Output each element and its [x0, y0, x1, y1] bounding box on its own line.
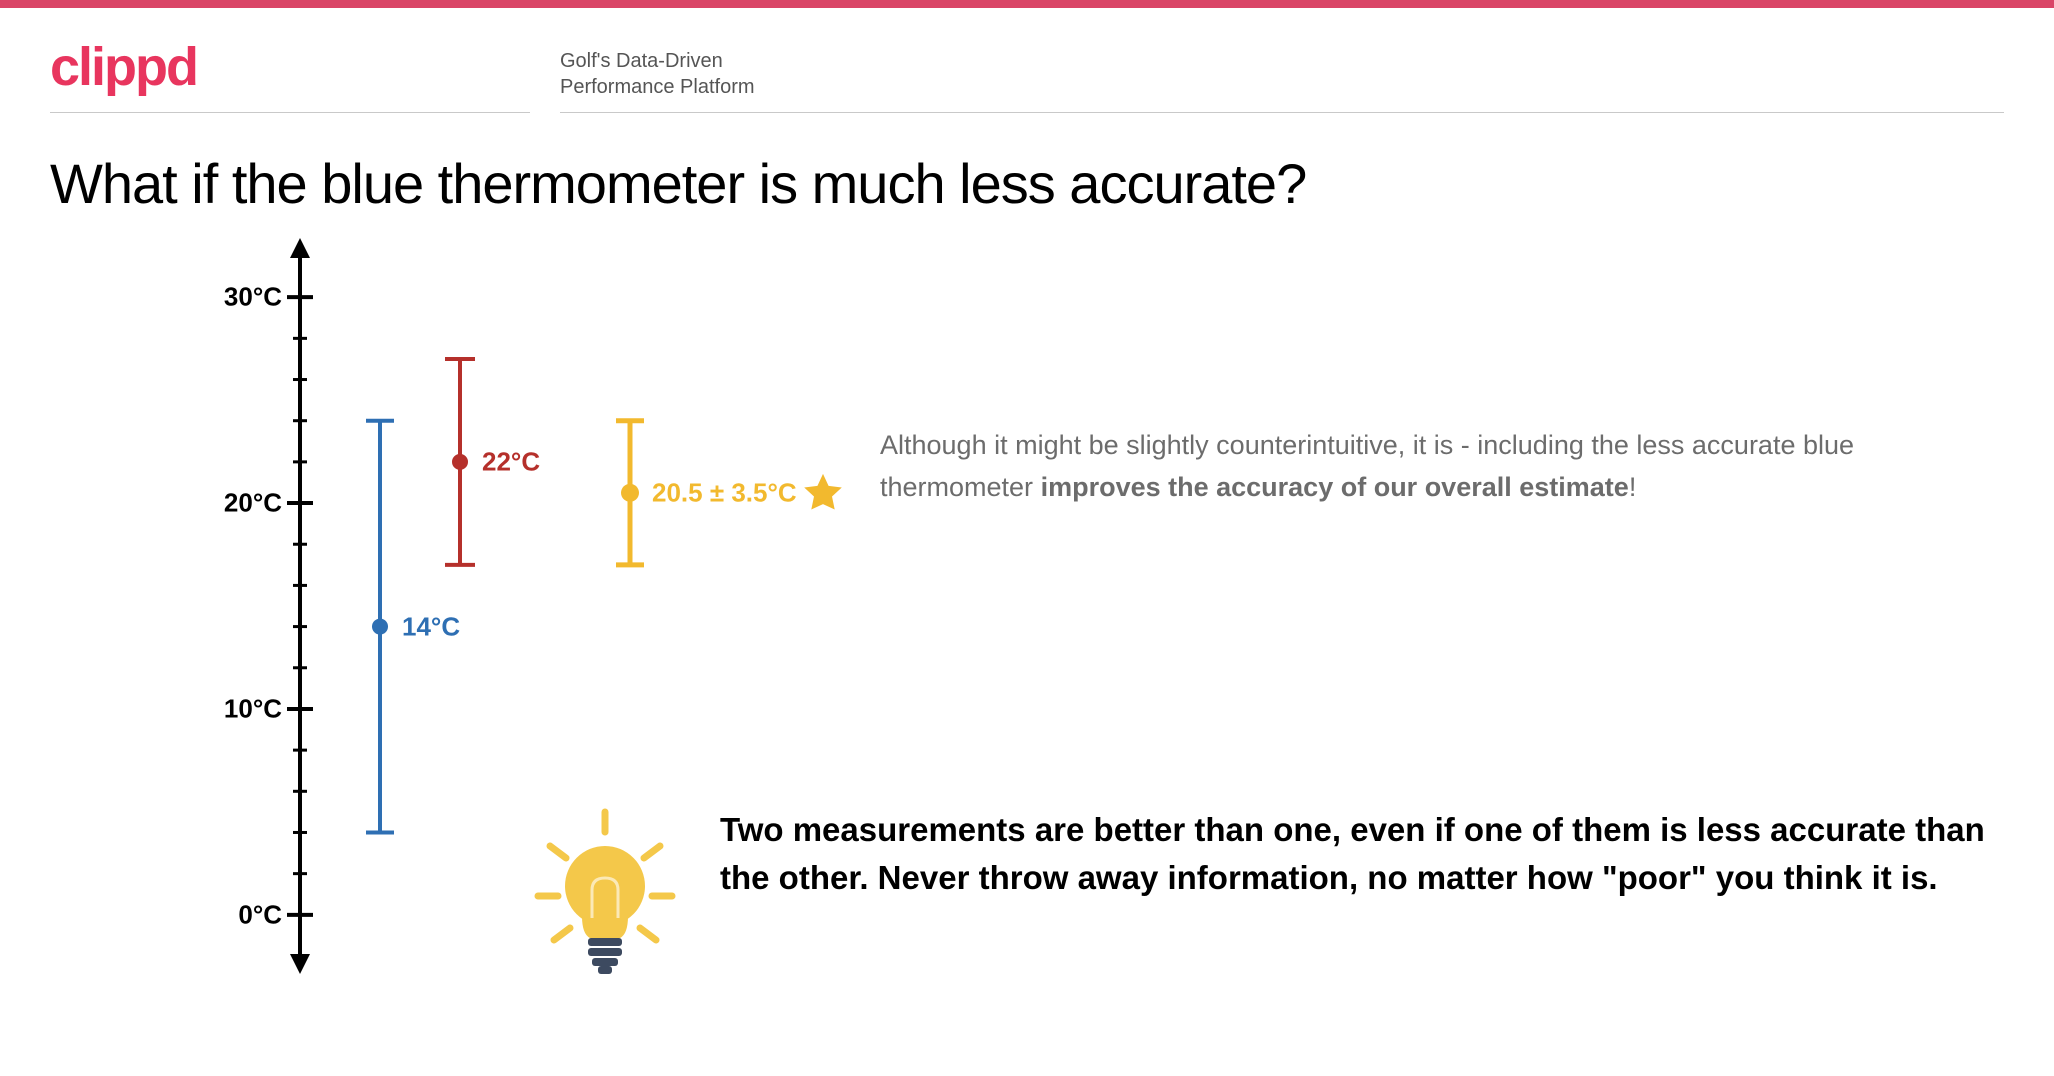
explanation-paragraph: Although it might be slightly counterint…	[880, 424, 1900, 508]
tagline-wrap: Golf's Data-Driven Performance Platform	[560, 48, 2004, 113]
series-label-yellow: 20.5 ± 3.5°C	[652, 477, 797, 508]
series-red	[445, 359, 475, 565]
brand-logo: clippd	[50, 36, 530, 98]
content-area: 0°C 10°C 20°C 30°C 14°C 22°C 20.5 ± 3.5°C Alth…	[0, 236, 2054, 1076]
conclusion-text: Two measurements are better than one, ev…	[720, 806, 2020, 902]
series-blue	[366, 421, 394, 833]
series-yellow	[616, 421, 644, 565]
logo-wrap: clippd	[50, 36, 530, 113]
explain-post: !	[1629, 472, 1637, 502]
axis-tick-label: 30°C	[224, 282, 282, 313]
page-title: What if the blue thermometer is much les…	[0, 123, 2054, 236]
axis-tick-label: 0°C	[238, 899, 282, 930]
explain-bold: improves the accuracy of our overall est…	[1041, 472, 1629, 502]
tagline-line1: Golf's Data-Driven	[560, 50, 723, 72]
series-label-red: 22°C	[482, 446, 540, 477]
header: clippd Golf's Data-Driven Performance Pl…	[0, 8, 2054, 123]
brand-tagline: Golf's Data-Driven Performance Platform	[560, 48, 2004, 100]
series-label-blue: 14°C	[402, 611, 460, 642]
conclusion-block: Two measurements are better than one, ev…	[530, 806, 2020, 976]
star-icon	[800, 470, 846, 516]
lightbulb-icon	[530, 806, 680, 976]
axis-tick-label: 10°C	[224, 693, 282, 724]
tagline-line2: Performance Platform	[560, 76, 755, 98]
axis-tick-label: 20°C	[224, 488, 282, 519]
